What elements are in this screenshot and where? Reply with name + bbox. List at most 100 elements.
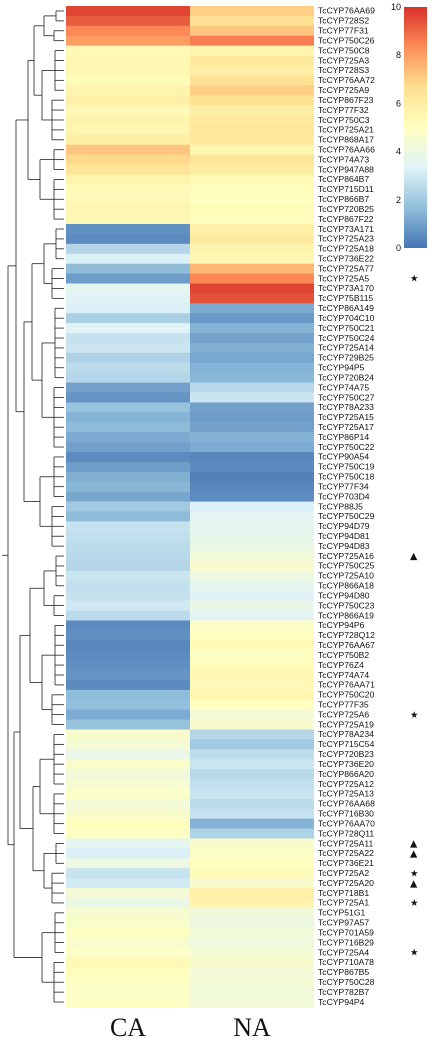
heatmap-cell: [190, 144, 314, 156]
row-label: TcCYP750C19: [318, 462, 375, 472]
row-label: TcCYP725A13: [318, 789, 374, 799]
triangle-marker-icon: ▲: [410, 878, 418, 889]
row-label: TcCYP750C27: [318, 392, 375, 402]
heatmap-cell: [190, 848, 314, 859]
row-label: TcCYP75B115: [318, 293, 373, 303]
heatmap-cell: [190, 541, 314, 552]
row-dendrogram: [2, 10, 64, 1003]
row-label: TcCYP94D80: [318, 590, 370, 600]
heatmap-cell: [190, 134, 314, 146]
row-label: TcCYP74A73: [318, 154, 369, 164]
heatmap-cell: [190, 293, 314, 304]
heatmap-cell: [190, 263, 314, 274]
heatmap-cell: [66, 313, 190, 324]
heatmap-cell: [66, 620, 190, 631]
heatmap-cell: [66, 45, 190, 56]
row-label: TcCYP725A12: [318, 779, 374, 789]
row-label: TcCYP864B7: [318, 174, 369, 184]
heatmap-cell: [190, 640, 314, 651]
row-label: TcCYP750C20: [318, 690, 375, 700]
row-label: TcCYP94D79: [318, 521, 370, 531]
star-marker-icon: ★: [410, 274, 419, 285]
heatmap-cell: [66, 888, 190, 899]
heatmap-cell: [190, 6, 314, 17]
heatmap-cell: [190, 184, 314, 195]
row-label: TcCYP76AA66: [318, 144, 375, 154]
heatmap-cell: [190, 392, 314, 403]
heatmap-cell: [66, 590, 190, 601]
heatmap-cell: [190, 382, 314, 393]
heatmap-cell: [190, 224, 314, 235]
column-labels: CA NA: [110, 1013, 271, 1040]
heatmap-cell: [66, 491, 190, 502]
row-label: TcCYP88J5: [318, 501, 363, 511]
row-label: TcCYP720B25: [318, 204, 374, 214]
heatmap-cell: [190, 709, 314, 720]
heatmap-cell: [190, 798, 314, 810]
row-label: TcCYP716B30: [318, 809, 374, 819]
heatmap-cell: [66, 154, 190, 165]
row-label: TcCYP90A54: [318, 452, 369, 462]
heatmap-cell: [66, 105, 190, 116]
row-label: TcCYP729B25: [318, 353, 374, 363]
row-label: TcCYP728S3: [318, 65, 369, 75]
heatmap-cell: [66, 323, 190, 334]
heatmap-cell: [66, 818, 190, 829]
row-label: TcCYP725A11: [318, 838, 373, 848]
heatmap-cell: [66, 362, 190, 374]
heatmap-cell: [190, 650, 314, 661]
heatmap-cell: [190, 501, 314, 512]
heatmap-cell: [66, 511, 190, 522]
star-marker-icon: ★: [410, 898, 419, 909]
heatmap-cell: [190, 838, 314, 849]
heatmap-cell: [190, 214, 314, 225]
heatmap-cell: [66, 15, 190, 27]
heatmap-cell: [190, 362, 314, 374]
heatmap-cell: [190, 997, 314, 1008]
heatmap-cell: [66, 95, 190, 106]
row-label: TcCYP736E21: [318, 858, 374, 868]
heatmap-cell: [66, 451, 190, 463]
row-label: TcCYP76AA67: [318, 640, 375, 650]
heatmap-cell: [190, 461, 314, 473]
row-label: TcCYP750C26: [318, 35, 375, 45]
heatmap-cell: [190, 243, 314, 255]
row-label: TcCYP725A4: [318, 947, 369, 957]
row-label: TcCYP725A5: [318, 273, 369, 283]
row-label: TcCYP76AA72: [318, 75, 375, 85]
row-label: TcCYP715C54: [318, 739, 375, 749]
heatmap-cell: [190, 868, 314, 879]
heatmap-cell: [66, 848, 190, 859]
heatmap-cell: [66, 214, 190, 225]
heatmap-cell: [190, 818, 314, 829]
heatmap-cell: [190, 105, 314, 116]
row-label: TcCYP720B23: [318, 749, 374, 759]
heatmap-cell: [66, 769, 190, 780]
heatmap-cell: [66, 85, 190, 96]
row-label: TcCYP76AA71: [318, 680, 375, 690]
row-label: TcCYP97A57: [318, 918, 369, 928]
heatmap-cell: [190, 442, 314, 453]
heatmap-cell: [190, 927, 314, 938]
heatmap-cell: [190, 947, 314, 958]
row-label: TcCYP782B7: [318, 987, 369, 997]
row-label: TcCYP947A88: [318, 164, 374, 174]
row-label: TcCYP750C8: [318, 45, 370, 55]
row-label: TcCYP866A19: [318, 610, 374, 620]
heatmap-cell: [66, 987, 190, 998]
heatmap-cell: [66, 481, 190, 492]
row-label: TcCYP725A14: [318, 343, 374, 353]
heatmap-cell: [66, 263, 190, 274]
column-label: CA: [110, 1013, 146, 1040]
row-label: TcCYP728Q12: [318, 630, 375, 640]
row-label: TcCYP725A16: [318, 551, 374, 561]
heatmap-cell: [190, 551, 314, 562]
row-label: TcCYP725A1: [318, 898, 369, 908]
row-label: TcCYP725A22: [318, 848, 374, 858]
heatmap-cell: [66, 144, 190, 156]
heatmap-cell: [190, 451, 314, 463]
heatmap-cell: [190, 769, 314, 780]
heatmap-cell: [66, 798, 190, 810]
heatmap-cell: [190, 957, 314, 968]
heatmap-cell: [66, 541, 190, 552]
